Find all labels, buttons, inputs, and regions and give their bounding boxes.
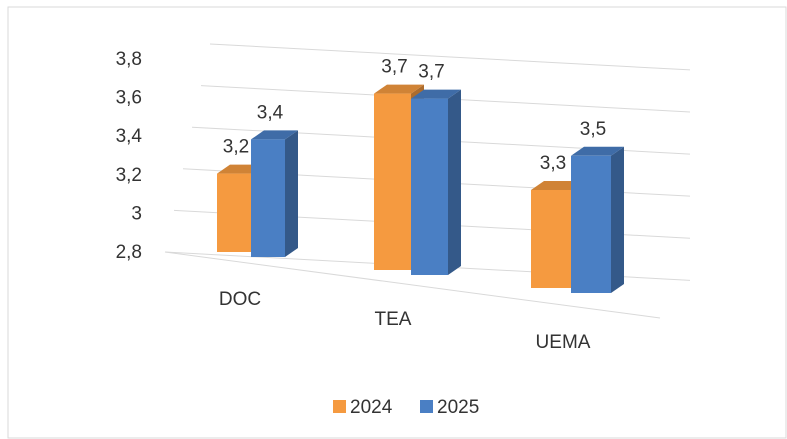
- x-tick-label: UEMA: [536, 332, 591, 353]
- y-tick-label: 3,6: [116, 88, 142, 109]
- y-tick-label: 3,8: [116, 49, 142, 70]
- data-label: 3,7: [418, 62, 444, 83]
- data-label: 3,2: [223, 137, 249, 158]
- y-tick-label: 2,8: [116, 242, 142, 263]
- legend-swatch: [420, 400, 433, 413]
- bar-front: [411, 98, 448, 275]
- grid-line: [209, 43, 691, 71]
- legend-label: 2025: [437, 397, 479, 418]
- data-label: 3,5: [580, 119, 606, 140]
- bar-top: [374, 84, 424, 94]
- bar-top: [571, 146, 624, 156]
- bar-side: [611, 146, 624, 293]
- legend-label: 2024: [350, 397, 393, 418]
- bar-side: [285, 130, 298, 257]
- bar-front: [571, 155, 611, 293]
- y-tick-label: 3,4: [116, 126, 143, 147]
- data-label: 3,7: [381, 57, 407, 78]
- x-tick-label: TEA: [375, 309, 412, 330]
- bar-top: [531, 181, 584, 190]
- bar-front: [217, 173, 251, 252]
- bar: [251, 130, 298, 257]
- bar-front: [374, 93, 411, 270]
- x-tick-label: DOC: [219, 289, 261, 310]
- bar-front: [251, 139, 285, 257]
- data-label: 3,4: [257, 102, 284, 123]
- bar: [411, 89, 461, 275]
- bar-front: [531, 190, 571, 288]
- bar-side: [448, 89, 461, 275]
- y-tick-label: 3,2: [116, 165, 142, 186]
- data-label: 3,3: [540, 153, 566, 174]
- floor-edge: [164, 251, 661, 319]
- legend-swatch: [333, 400, 346, 413]
- bar: [571, 146, 624, 293]
- bar-top: [411, 89, 461, 99]
- y-tick-label: 3: [131, 203, 142, 224]
- bar-top: [251, 130, 298, 140]
